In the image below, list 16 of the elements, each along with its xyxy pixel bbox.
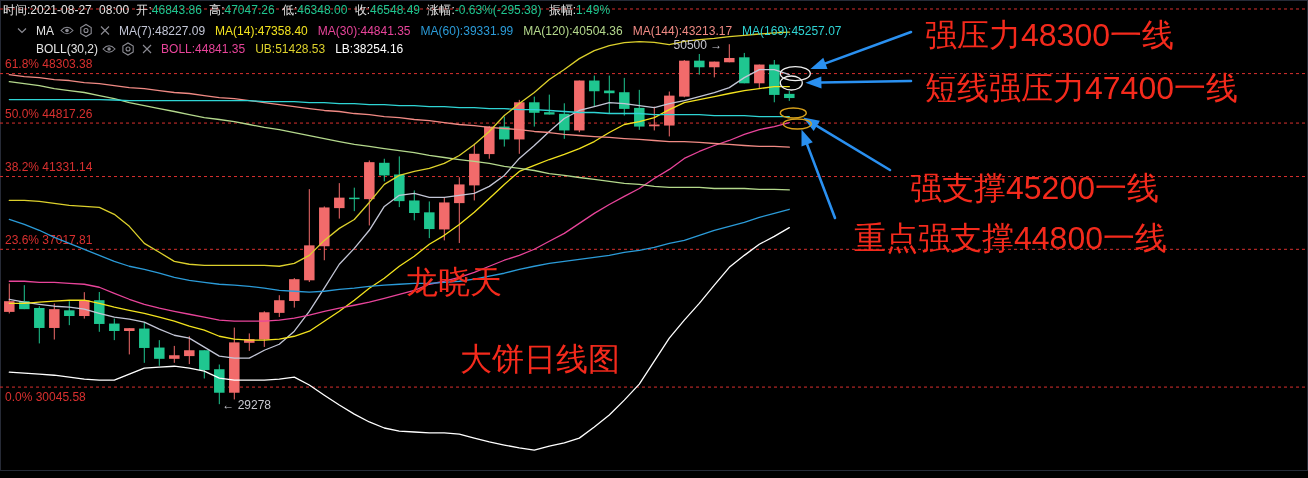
text: 重点强支撑44800一线 bbox=[854, 220, 1167, 256]
annotation: ← 29278 bbox=[222, 398, 272, 413]
annotation: 50500 → bbox=[673, 37, 723, 52]
annotation: MA bbox=[36, 23, 54, 38]
ref-line-label: 50.0% 44817.26 bbox=[5, 106, 93, 121]
text: 强支撑45200一线 bbox=[910, 170, 1159, 206]
text: 短线强压力47400一线 bbox=[925, 70, 1238, 106]
text: 大饼日线图 bbox=[460, 341, 620, 377]
ref-line-label: 0.0% 30045.58 bbox=[5, 389, 86, 404]
ref-line-label: 61.8% 48303.38 bbox=[5, 57, 93, 72]
legend-boll: BOLL:44841.35 UB:51428.53 LB:38254.16 bbox=[161, 42, 404, 57]
legend-ma: MA(7):48227.09 MA(14):47358.40 MA(30):44841.35 MA(60):39331.99 MA(120):40504.36 MA(144):43213.17 MA(169):45257.07 bbox=[119, 23, 842, 38]
annotation: BOLL(30,2) bbox=[36, 42, 99, 57]
annotation: 强压力48300一线 bbox=[925, 17, 1174, 53]
ref-line-label: 38.2% 41331.14 bbox=[5, 160, 93, 175]
text: 时间:2021-08-27 08:00 开:46843.86 高:47047.26 低:46348.00 收:46548.49 涨幅:-0.63%(-295.38) 振幅:1.49% bbox=[3, 3, 611, 17]
